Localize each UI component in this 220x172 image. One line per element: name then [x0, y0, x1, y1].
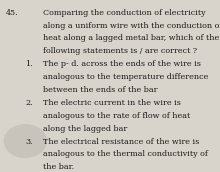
Circle shape [4, 125, 46, 157]
Text: The p- d. across the ends of the wire is: The p- d. across the ends of the wire is [43, 60, 201, 68]
Text: 45.: 45. [6, 9, 18, 17]
Text: analogous to the rate of flow of heat: analogous to the rate of flow of heat [43, 112, 190, 120]
Text: 2.: 2. [25, 99, 33, 107]
Text: the bar.: the bar. [43, 163, 74, 171]
Text: The electric current in the wire is: The electric current in the wire is [43, 99, 181, 107]
Text: along the lagged bar: along the lagged bar [43, 125, 127, 133]
Text: 3.: 3. [25, 138, 33, 146]
Text: along a uniform wire with the conduction of: along a uniform wire with the conduction… [43, 22, 220, 30]
Text: analogous to the temperature difference: analogous to the temperature difference [43, 73, 208, 81]
Text: 1.: 1. [25, 60, 33, 68]
Text: heat along a lagged metal bar, which of the: heat along a lagged metal bar, which of … [43, 34, 219, 42]
Text: between the ends of the bar: between the ends of the bar [43, 86, 157, 94]
Text: Comparing the conduction of electricity: Comparing the conduction of electricity [43, 9, 205, 17]
Text: The electrical resistance of the wire is: The electrical resistance of the wire is [43, 138, 199, 146]
Text: analogous to the thermal conductivity of: analogous to the thermal conductivity of [43, 150, 208, 159]
Text: following statements is / are correct ?: following statements is / are correct ? [43, 47, 197, 55]
